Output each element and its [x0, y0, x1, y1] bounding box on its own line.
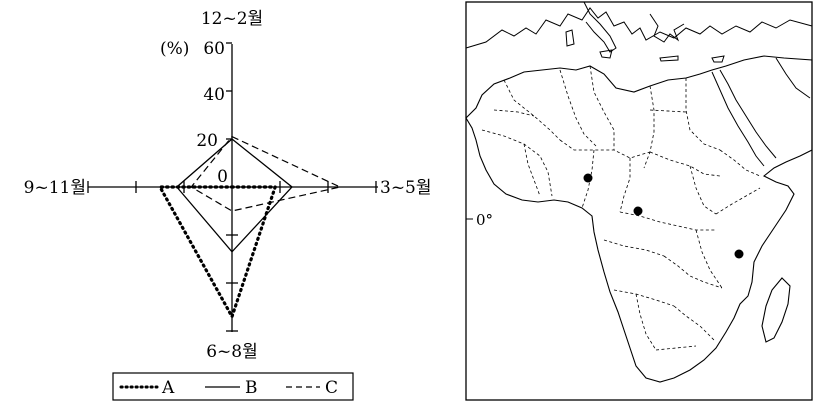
map-panel: 0° [464, 0, 814, 404]
series-c-polygon [190, 135, 342, 212]
legend-label-a: A [161, 378, 175, 398]
italy [583, 1, 617, 53]
axis-label-left: 9~11월 [24, 178, 86, 198]
radar-chart: 12~2월 3~5월 6~8월 9~11월 (%) 60 40 20 0 A B… [24, 9, 432, 401]
axis-label-bottom: 6~8월 [206, 342, 258, 362]
cyprus [711, 55, 725, 63]
east-africa-point [734, 249, 744, 259]
series-layer [157, 135, 342, 321]
map-frame [465, 1, 813, 401]
central-africa-point [633, 206, 643, 216]
sardinia [565, 29, 575, 47]
africa-map: 0° [465, 1, 813, 401]
africa-coastline [465, 55, 813, 383]
red-sea [711, 69, 777, 167]
europe-coastline [465, 7, 813, 49]
legend-label-b: B [245, 378, 258, 398]
persian-gulf [775, 57, 811, 99]
greece [649, 13, 685, 43]
crete [659, 55, 679, 62]
series-a-polygon [157, 185, 278, 321]
axis-label-right: 3~5월 [380, 178, 432, 198]
radar-chart-panel: 12~2월 3~5월 6~8월 9~11월 (%) 60 40 20 0 A B… [24, 9, 432, 401]
madagascar [761, 277, 791, 343]
tick-label-40: 40 [203, 85, 225, 105]
west-africa-point [583, 173, 593, 183]
series-b-polygon [175, 138, 293, 253]
tick-label-0: 0 [217, 167, 228, 187]
country-borders [481, 65, 761, 351]
tick-label-60: 60 [203, 39, 225, 59]
legend-label-c: C [325, 378, 338, 398]
sicily [599, 49, 613, 59]
axis-label-top: 12~2월 [201, 9, 263, 29]
equator-label: 0° [476, 211, 493, 229]
legend: A B C [112, 372, 354, 401]
unit-label: (%) [160, 39, 189, 59]
tick-label-20: 20 [196, 131, 218, 151]
